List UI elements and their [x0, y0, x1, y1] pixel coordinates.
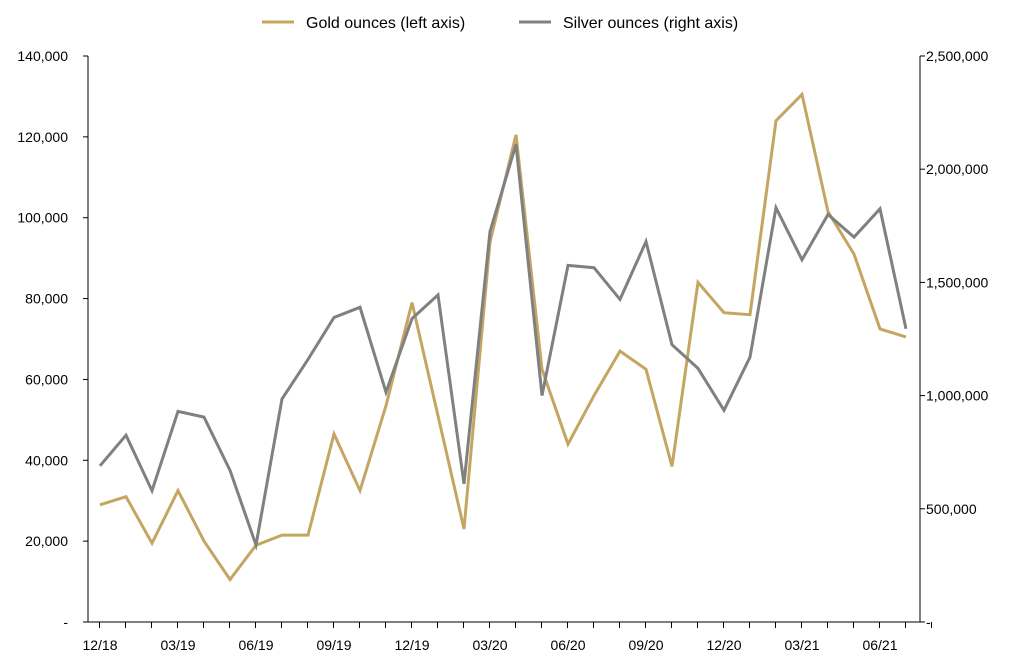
right-y-tick-label: 1,000,000	[926, 388, 988, 404]
left-y-tick-label: 80,000	[25, 291, 68, 307]
legend-label-silver: Silver ounces (right axis)	[563, 15, 738, 32]
right-y-tick-label: 2,000,000	[926, 161, 988, 177]
x-tick-label: 12/19	[394, 637, 429, 653]
axes-group	[87, 56, 921, 623]
left-y-tick-label: 120,000	[17, 129, 68, 145]
left-y-tick-label: 20,000	[25, 533, 68, 549]
right-y-tick-label: 500,000	[926, 501, 977, 517]
x-tick-label: 03/20	[472, 637, 507, 653]
left-y-tick-label: -	[63, 614, 68, 630]
x-tick-label: 03/21	[784, 637, 819, 653]
left-y-tick-label: 140,000	[17, 48, 68, 64]
right-y-tick-label: 2,500,000	[926, 48, 988, 64]
x-tick-label: 03/19	[160, 637, 195, 653]
x-tick-label: 09/20	[628, 637, 663, 653]
series-line-silver	[98, 143, 908, 551]
right-y-tick-label: 1,500,000	[926, 274, 988, 290]
series-line-gold	[99, 91, 907, 583]
left-y-tick-label: 40,000	[25, 452, 68, 468]
left-y-tick-label: 60,000	[25, 371, 68, 387]
legend-label-gold: Gold ounces (left axis)	[306, 15, 465, 32]
x-tick-label: 06/19	[238, 637, 273, 653]
right-y-tick-label: -	[926, 614, 931, 630]
tick-group: - 20,000 40,000 60,000 80,000 100,000 120,000 1…	[17, 48, 988, 653]
x-tick-label: 06/21	[862, 637, 897, 653]
chart-legend: Gold ounces (left axis) Silver ounces (r…	[262, 15, 738, 32]
x-tick-label: 12/18	[82, 637, 117, 653]
x-tick-label: 09/19	[316, 637, 351, 653]
x-tick-label: 12/20	[706, 637, 741, 653]
x-tick-label: 06/20	[550, 637, 585, 653]
series-group	[98, 91, 908, 583]
left-y-tick-label: 100,000	[17, 210, 68, 226]
